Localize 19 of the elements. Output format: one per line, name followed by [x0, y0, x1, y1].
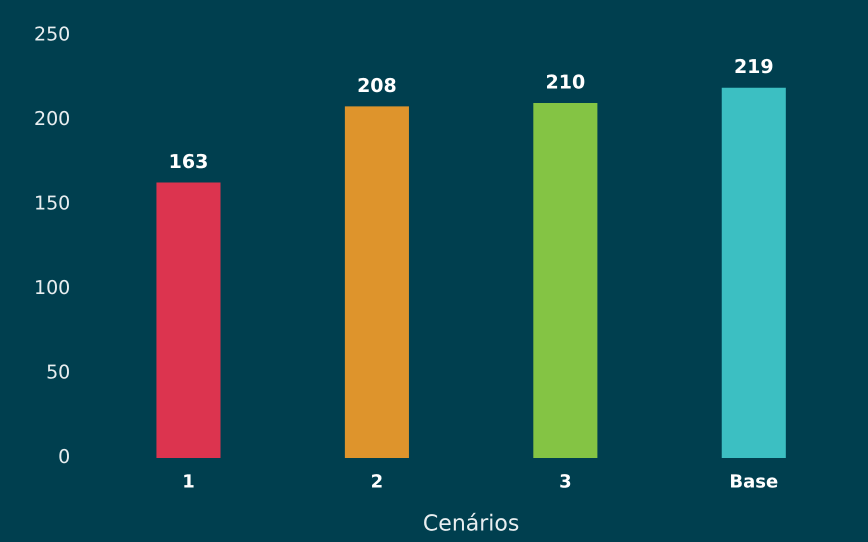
- bar: [156, 182, 221, 458]
- data-label: 208: [357, 74, 397, 97]
- y-tick-label: 200: [34, 108, 70, 130]
- data-label: 219: [734, 56, 774, 78]
- y-tick-label: 100: [34, 276, 70, 299]
- y-tick-label: 250: [34, 23, 70, 46]
- data-label: 210: [546, 71, 586, 94]
- data-label: 163: [168, 150, 208, 173]
- bar: [533, 103, 598, 458]
- bar: [344, 106, 409, 458]
- y-tick-label: 50: [46, 361, 70, 384]
- y-tick-label: 150: [34, 192, 70, 214]
- x-tick-label: 1: [182, 471, 195, 492]
- bar: [722, 88, 786, 458]
- x-tick-label: 2: [370, 471, 384, 492]
- x-tick-label: 3: [559, 471, 572, 492]
- y-tick-label: 0: [58, 446, 70, 468]
- x-tick-label: Base: [729, 471, 778, 492]
- x-axis-title: Cenários: [422, 512, 520, 537]
